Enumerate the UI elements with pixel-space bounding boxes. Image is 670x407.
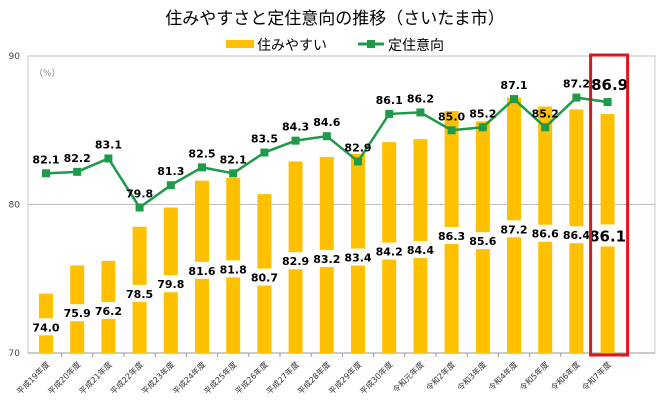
bar-data-label: 85.6: [469, 235, 496, 248]
line-data-label: 82.5: [188, 147, 215, 160]
line-marker: [73, 167, 82, 176]
line-marker: [572, 93, 581, 102]
line-marker: [291, 136, 300, 145]
x-tick-label: 令和4年度: [486, 359, 519, 392]
bar-label-gap: [505, 220, 523, 238]
x-tick-label: 令和5年度: [517, 359, 550, 392]
y-tick-label: 90: [9, 52, 21, 62]
bar-label-gap: [193, 261, 211, 279]
bar-label-gap: [442, 226, 461, 244]
x-tick-label: 令和元年度: [390, 359, 425, 394]
bar-label-gap: [567, 226, 586, 244]
bar-data-label: 75.9: [64, 307, 91, 320]
bar-data-label: 81.6: [188, 265, 215, 278]
bar-label-gap: [130, 284, 149, 302]
bar-data-label: 83.2: [313, 253, 340, 266]
bar-label-gap: [161, 275, 180, 293]
bar-data-label: 82.9: [282, 255, 309, 268]
line-data-label: 82.2: [64, 152, 91, 165]
bar-data-label: 78.5: [126, 288, 153, 301]
line-marker: [166, 181, 175, 190]
line-data-label: 82.1: [32, 153, 59, 166]
bar-data-label: 86.3: [438, 230, 465, 243]
line-marker: [416, 108, 425, 117]
x-tick-label: 令和3年度: [455, 359, 488, 392]
line-marker: [478, 123, 487, 132]
bar-label-gap: [473, 232, 492, 250]
line-data-label: 81.3: [157, 165, 184, 178]
line-marker: [603, 98, 612, 107]
bar-label-gap: [286, 252, 305, 270]
bar-label-gap: [317, 249, 336, 267]
line-data-label: 84.3: [282, 121, 309, 134]
line-marker: [104, 154, 113, 163]
x-tick-label: 令和7年度: [580, 359, 613, 392]
highlight-box: [589, 53, 630, 357]
line-marker: [198, 163, 206, 172]
line-marker: [385, 109, 394, 118]
line-data-label: 85.2: [469, 107, 496, 120]
line-data-label: 87.2: [563, 78, 590, 91]
bar-data-label: 80.7: [251, 272, 278, 285]
legend-label-bar: 住みやすい: [257, 38, 327, 54]
bar-data-label: 87.2: [500, 223, 527, 236]
line-data-label: 85.2: [532, 107, 559, 120]
x-tick-label: 令和6年度: [549, 359, 582, 392]
bar-data-label: 86.1: [589, 227, 626, 245]
unit-label: （%）: [34, 68, 61, 79]
line-marker: [229, 169, 238, 178]
legend: 住みやすい 定住意向: [226, 37, 444, 54]
line-data-label: 82.1: [220, 153, 247, 166]
legend-swatch-bar: [226, 40, 254, 48]
bar-label-gap: [68, 304, 87, 322]
bar-label-gap: [99, 301, 118, 319]
chart-title: 住みやすさと定住意向の推移（さいたま市）: [165, 9, 505, 29]
bar-label-gap: [380, 242, 399, 260]
bar-label-gap: [536, 224, 555, 242]
line-marker: [510, 95, 518, 104]
bar-data-label: 74.0: [32, 321, 59, 334]
line-data-label: 86.1: [376, 94, 403, 107]
bar-data-label: 79.8: [157, 278, 184, 291]
bar-label-gap: [411, 241, 430, 259]
y-tick-label: 70: [9, 349, 21, 359]
bar-data-label: 86.4: [563, 229, 590, 242]
x-tick-label: 令和2年度: [424, 359, 457, 392]
y-tick-label: 80: [9, 201, 21, 211]
line-marker: [135, 203, 144, 212]
bar-data-label: 84.2: [376, 246, 403, 259]
bar-label-gap: [37, 318, 55, 336]
legend-marker-line: [367, 40, 375, 48]
line-marker: [260, 148, 269, 157]
line-data-label: 86.9: [591, 76, 628, 94]
bar-label-gap: [255, 268, 274, 286]
bar-data-label: 83.4: [344, 252, 371, 265]
line-data-label: 84.6: [313, 116, 340, 129]
line-data-label: 83.1: [95, 138, 122, 151]
bar-data-label: 76.2: [95, 305, 122, 318]
bar-data-label: 84.4: [407, 244, 434, 257]
legend-label-line: 定住意向: [388, 37, 444, 54]
bar-data-label: 81.8: [220, 263, 247, 276]
x-tick-label: 平成30年度: [358, 359, 395, 396]
bar-label-gap: [349, 248, 367, 266]
bar-data-label: 86.6: [532, 228, 559, 241]
line-data-label: 85.0: [438, 110, 465, 123]
line-data-label: 87.1: [500, 79, 527, 92]
line-marker: [322, 132, 331, 141]
line-data-label: 86.2: [407, 92, 434, 105]
line-marker: [447, 126, 456, 135]
line-data-label: 79.8: [126, 187, 153, 200]
line-marker: [541, 123, 550, 132]
bar-label-gap: [598, 224, 617, 247]
line-data-label: 83.5: [251, 133, 278, 146]
bar-label-gap: [224, 260, 243, 278]
line-data-label: 82.9: [344, 141, 371, 154]
line-marker: [42, 169, 50, 178]
line-marker: [354, 157, 362, 166]
